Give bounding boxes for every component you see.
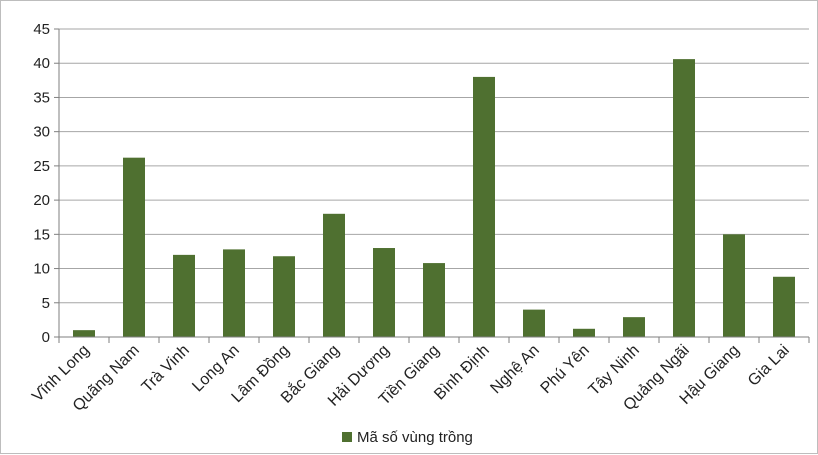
bar-quãng-nam — [123, 157, 145, 337]
bars — [73, 59, 795, 338]
bar-tiền-giang — [423, 263, 445, 337]
bar-long-an — [223, 249, 245, 337]
bar-quảng-ngãi — [673, 59, 695, 338]
legend-label: Mã số vùng trồng — [357, 429, 473, 446]
y-tick-label: 35 — [33, 89, 50, 106]
bar-vĩnh-long — [73, 330, 95, 337]
x-tick-label: Bình Định — [431, 342, 493, 404]
bar-gia-lai — [773, 276, 795, 337]
x-tick-label: Nghệ An — [487, 342, 542, 397]
x-tick-label: Phú Yên — [538, 342, 593, 397]
y-tick-label: 25 — [33, 158, 50, 175]
y-axis-ticks: 0 5 10 15 20 25 30 35 40 45 — [33, 21, 59, 346]
bar-trà-vinh — [173, 254, 195, 337]
legend-swatch — [342, 432, 352, 442]
y-tick-label: 10 — [33, 261, 50, 278]
bar-phú-yên — [573, 328, 595, 337]
y-tick-label: 15 — [33, 226, 50, 243]
y-tick-label: 0 — [42, 329, 50, 346]
bar-tây-ninh — [623, 317, 645, 337]
y-tick-label: 30 — [33, 124, 50, 141]
x-tick-label: Trà Vinh — [139, 342, 193, 396]
legend: Mã số vùng trồng — [342, 429, 473, 446]
gridlines — [59, 28, 809, 304]
bar-hải-dương — [373, 248, 395, 337]
bar-nghệ-an — [523, 309, 545, 337]
bar-bắc-giang — [323, 213, 345, 337]
bar-hậu-giang — [723, 234, 745, 337]
y-tick-label: 20 — [33, 192, 50, 209]
bar-bình-định — [473, 76, 495, 338]
bar-lâm-đồng — [273, 256, 295, 337]
y-tick-label: 5 — [42, 295, 50, 312]
y-tick-label: 40 — [33, 55, 50, 72]
x-tick-label: Gia Lai — [745, 342, 793, 390]
y-tick-label: 45 — [33, 21, 50, 38]
axes — [58, 29, 810, 343]
